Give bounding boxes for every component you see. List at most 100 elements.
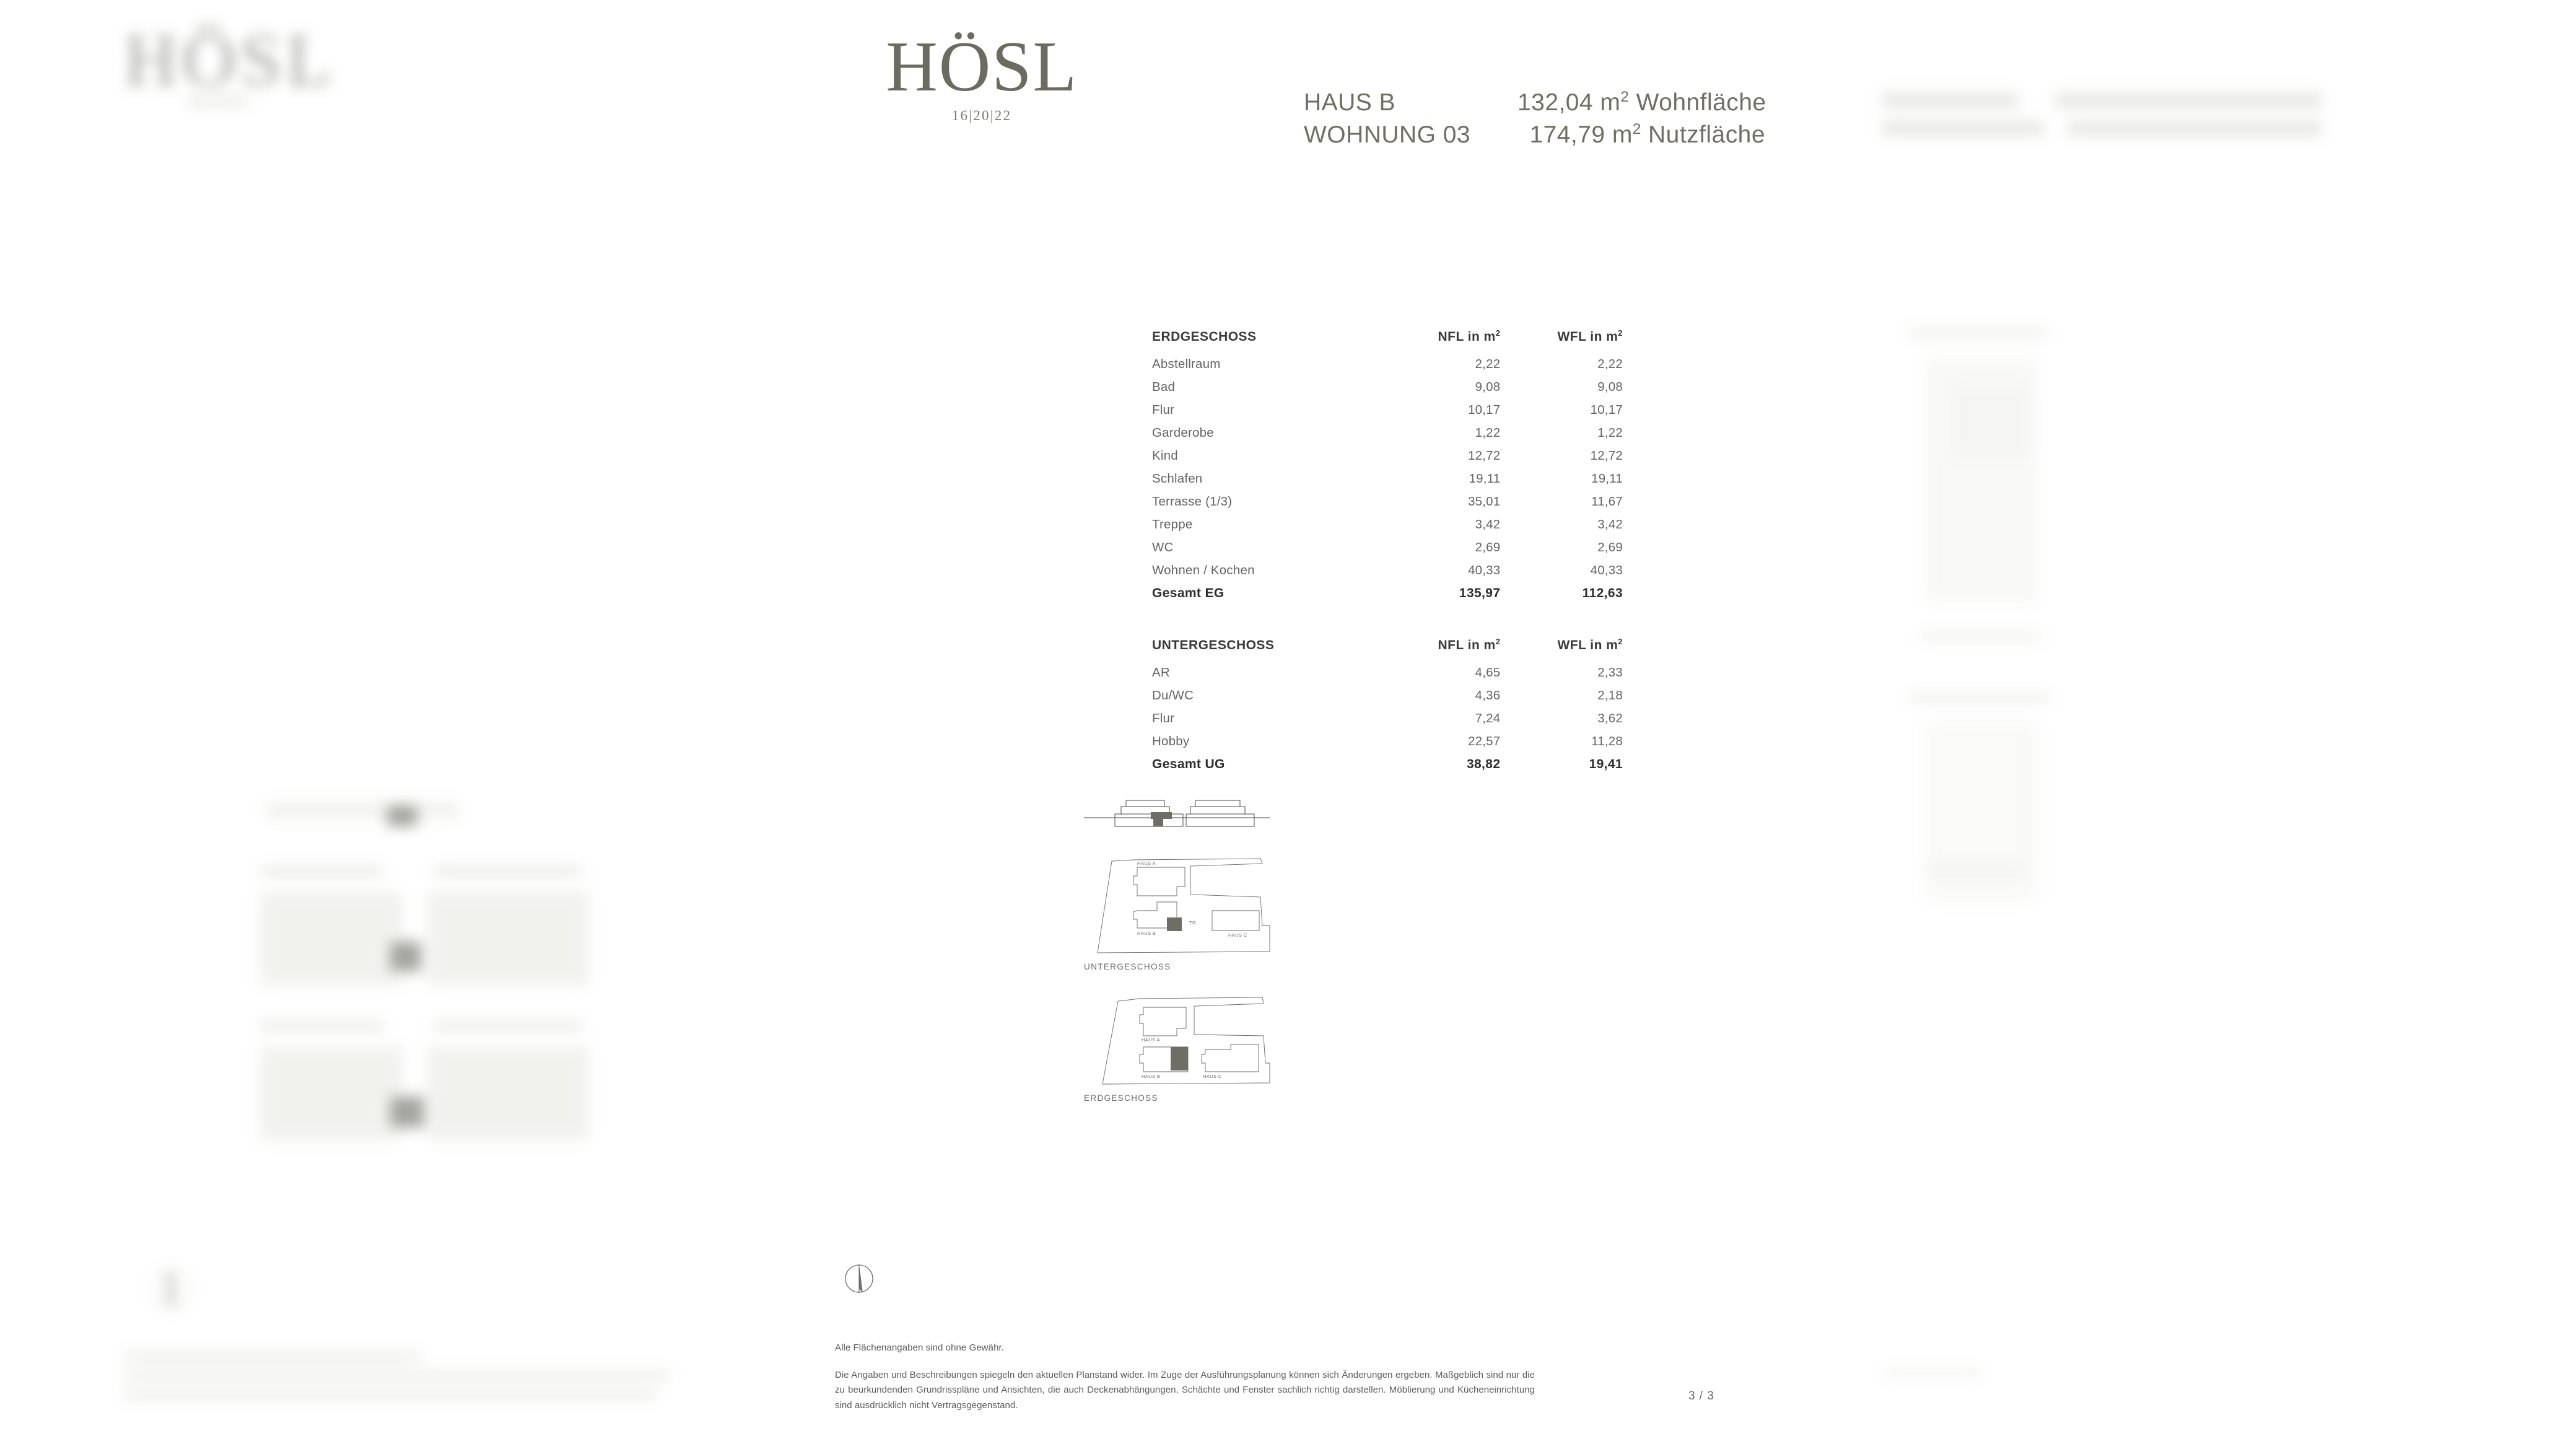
brand-address-numbers: 16|20|22 <box>951 107 1012 123</box>
house-label: HAUS B <box>1304 89 1396 116</box>
room-nfl: 1,22 <box>1475 426 1501 440</box>
room-nfl: 2,22 <box>1475 357 1501 371</box>
keyplan-ug-svg: HAUS A HAUS B HAUS C TG <box>1097 858 1270 953</box>
schedule-row: Schlafen 19,11 19,11 <box>1152 471 1623 494</box>
neighbor-line <box>1907 328 2050 338</box>
room-nfl: 19,11 <box>1469 471 1501 486</box>
total-nfl: 135,97 <box>1459 586 1501 600</box>
brand-wordmark: HÖSL <box>886 27 1078 107</box>
room-wfl: 3,42 <box>1597 517 1623 532</box>
living-area-value: 132,04 <box>1517 89 1594 116</box>
neighbor-plan <box>1926 722 2037 901</box>
page-indicator: 3 / 3 <box>1688 1390 1714 1403</box>
room-name: Flur <box>1152 403 1175 417</box>
room-nfl: 22,57 <box>1468 734 1501 748</box>
keyplan-label-haus-c: HAUS C <box>1203 1074 1222 1079</box>
footer-note: Alle Flächenangaben sind ohne Gewähr. <box>835 1342 1004 1353</box>
keyplan-label-haus-b: HAUS B <box>1142 1074 1160 1079</box>
room-name: Flur <box>1152 711 1175 725</box>
neighbor-line <box>434 867 582 875</box>
room-name: Abstellraum <box>1152 357 1221 371</box>
keyplan-ug-caption: UNTERGESCHOSS <box>1084 962 1171 971</box>
neighbor-line <box>434 1022 582 1030</box>
room-nfl: 4,36 <box>1475 688 1501 703</box>
neighbor-plan <box>1926 356 2037 604</box>
document-page[interactable]: HÖSL 16|20|22 HAUS B WOHNUNG 03 132,04 m… <box>824 0 1858 1449</box>
area-schedule-table: ERDGESCHOSS NFL in m2 WFL in m2 Abstellraum… <box>1152 328 1623 782</box>
headline-areas: 132,04 m2 Wohnfläche 174,79 m2 Nutzfläch… <box>1517 87 1766 151</box>
room-name: Treppe <box>1152 517 1193 532</box>
keyplan-label-tg: TG <box>1189 920 1196 926</box>
room-wfl: 11,67 <box>1591 494 1623 509</box>
schedule-total-row: Gesamt EG 135,97 112,63 <box>1152 586 1623 611</box>
room-name: Hobby <box>1152 734 1190 748</box>
neighbor-block <box>260 892 403 985</box>
keyplan-eg-caption: ERDGESCHOSS <box>1084 1093 1158 1103</box>
room-nfl: 4,65 <box>1475 665 1501 680</box>
schedule-section-title: UNTERGESCHOSS <box>1152 638 1275 652</box>
next-page-preview[interactable] <box>1858 0 2576 1449</box>
room-name: Du/WC <box>1152 688 1194 703</box>
north-arrow-icon <box>839 1259 879 1302</box>
schedule-row: Kind 12,72 12,72 <box>1152 449 1623 471</box>
schedule-row: WC 2,69 2,69 <box>1152 540 1623 563</box>
neighbor-highlight <box>390 1097 424 1127</box>
neighbor-logo-sub: 16|20|22 <box>186 93 250 108</box>
room-wfl: 2,33 <box>1597 665 1623 680</box>
neighbor-line <box>1907 694 2050 703</box>
keyplan-untergeschoss: HAUS A HAUS B HAUS C TG UNTERGESCHOSS <box>1084 852 1288 971</box>
room-nfl: 7,24 <box>1475 711 1501 725</box>
neighbor-highlight <box>390 942 421 971</box>
total-label: Gesamt UG <box>1152 757 1225 771</box>
previous-page-preview[interactable]: HÖSL 16|20|22 <box>0 0 824 1449</box>
usable-area-superscript: 2 <box>1632 120 1641 138</box>
schedule-section-gap <box>1152 611 1623 637</box>
neighbor-line <box>2056 93 2322 108</box>
column-header-wfl: WFL in m2 <box>1557 328 1623 344</box>
room-nfl: 2,69 <box>1475 540 1501 554</box>
room-nfl: 40,33 <box>1468 563 1501 577</box>
schedule-row: Garderobe 1,22 1,22 <box>1152 426 1623 449</box>
neighbor-line <box>1882 93 2019 108</box>
neighbor-line <box>1882 1369 1981 1377</box>
usable-area-label: Nutzfläche <box>1648 121 1765 148</box>
column-header-wfl: WFL in m2 <box>1557 637 1623 652</box>
schedule-row: Terrasse (1/3) 35,01 11,67 <box>1152 494 1623 517</box>
room-name: AR <box>1152 665 1170 680</box>
site-section-diagram <box>1084 793 1288 836</box>
room-name: WC <box>1152 540 1174 554</box>
neighbor-plan <box>1950 384 2031 458</box>
neighbor-compass-needle <box>168 1273 173 1305</box>
schedule-total-row: Gesamt UG 38,82 19,41 <box>1152 757 1623 782</box>
neighbor-line <box>1882 121 2043 136</box>
room-name: Garderobe <box>1152 426 1214 440</box>
room-wfl: 3,62 <box>1597 711 1623 725</box>
neighbor-line <box>124 1391 657 1398</box>
neighbor-line <box>2068 121 2322 136</box>
schedule-row: Flur 10,17 10,17 <box>1152 403 1623 426</box>
room-wfl: 11,28 <box>1591 734 1623 748</box>
unit-identification: HAUS B WOHNUNG 03 <box>1304 87 1470 151</box>
compass-svg <box>845 1264 873 1293</box>
schedule-row: Abstellraum 2,22 2,22 <box>1152 357 1623 380</box>
neighbor-highlight <box>387 805 417 826</box>
brand-logo: HÖSL 16|20|22 <box>852 27 1112 124</box>
footer-legal: Die Angaben und Beschreibungen spiegeln … <box>835 1370 1535 1411</box>
room-name: Wohnen / Kochen <box>1152 563 1255 577</box>
room-name: Terrasse (1/3) <box>1152 494 1233 509</box>
room-name: Kind <box>1152 449 1178 463</box>
living-area-line: 132,04 m2 Wohnfläche <box>1517 87 1766 119</box>
total-label: Gesamt EG <box>1152 586 1225 600</box>
total-wfl: 19,41 <box>1589 757 1623 771</box>
neighbor-line <box>260 867 384 875</box>
keyplan-label-haus-a: HAUS A <box>1137 860 1156 866</box>
neighbor-line <box>260 1022 384 1030</box>
room-wfl: 12,72 <box>1590 449 1623 463</box>
neighbor-block <box>266 802 458 818</box>
schedule-row: Hobby 22,57 11,28 <box>1152 734 1623 757</box>
room-nfl: 12,72 <box>1468 449 1501 463</box>
schedule-row: AR 4,65 2,33 <box>1152 665 1623 688</box>
room-nfl: 3,42 <box>1475 517 1501 532</box>
apartment-label: WOHNUNG 03 <box>1304 121 1471 148</box>
